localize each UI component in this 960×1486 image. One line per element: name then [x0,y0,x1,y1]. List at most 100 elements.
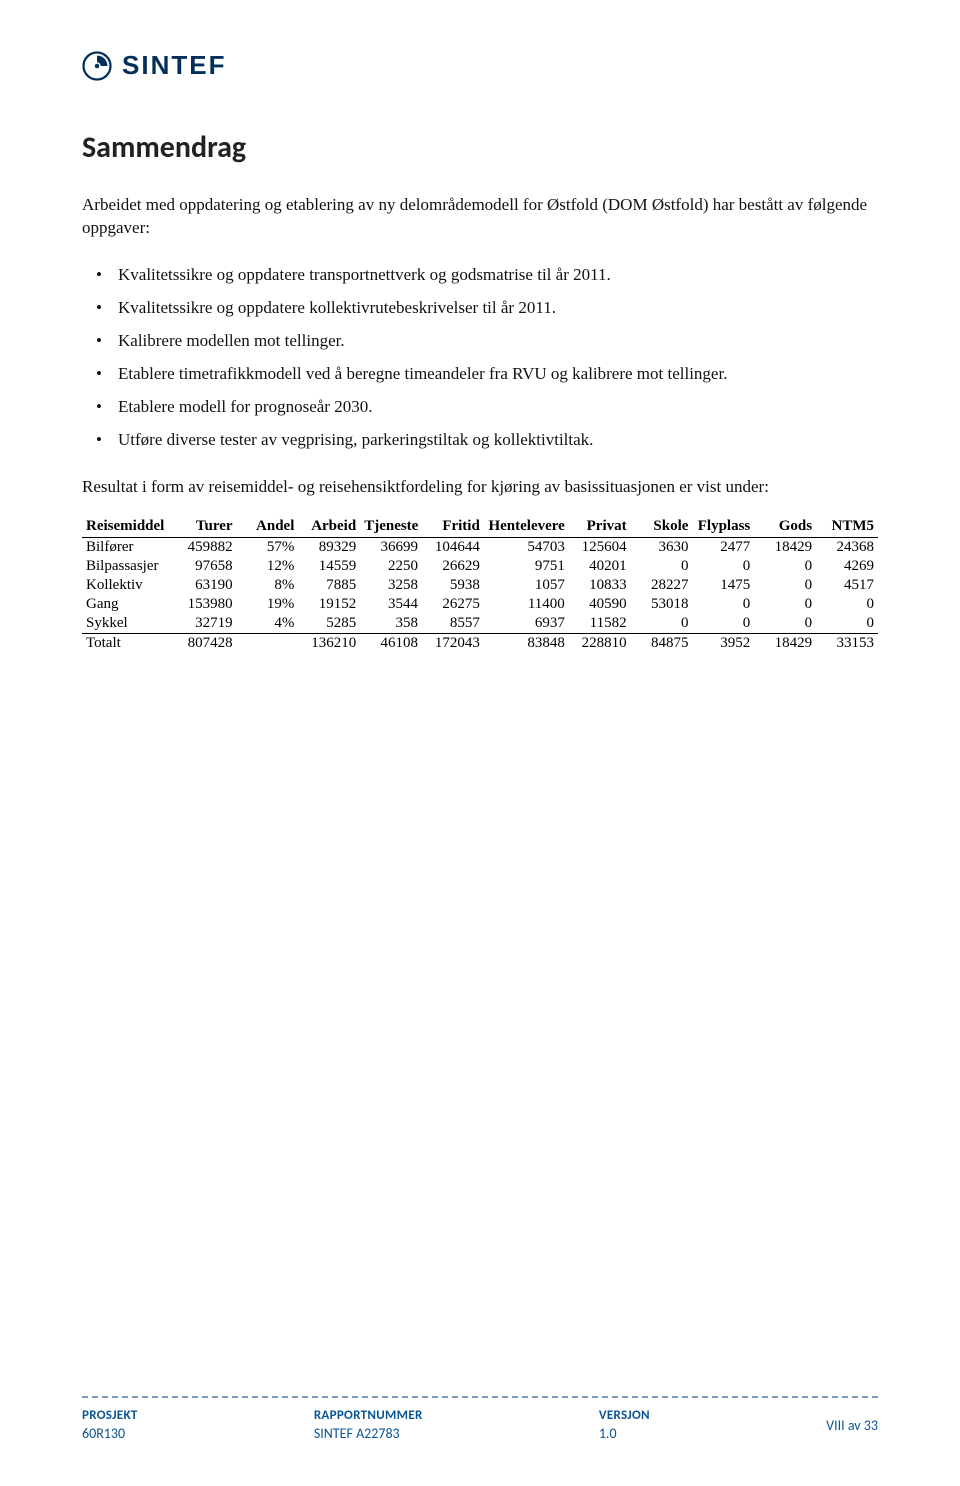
table-cell: 53018 [631,595,693,614]
table-cell: 7885 [298,576,360,595]
table-row: Kollektiv631908%788532585938105710833282… [82,576,878,595]
footer-value: SINTEF A22783 [314,1425,423,1442]
bullet-item: Etablere timetrafikkmodell ved å beregne… [118,363,878,386]
table-cell: 18429 [754,538,816,558]
table-cell: 0 [754,595,816,614]
table-cell: 459882 [175,538,237,558]
bullet-list: Kvalitetssikre og oppdatere transportnet… [82,264,878,452]
table-cell: 3258 [360,576,422,595]
table-cell: 14559 [298,557,360,576]
table-cell [237,634,299,654]
table-header-row: Reisemiddel Turer Andel Arbeid Tjeneste … [82,516,878,538]
footer-value: 1.0 [599,1425,650,1442]
table-cell: 24368 [816,538,878,558]
footer-col-rapportnummer: RAPPORTNUMMER SINTEF A22783 [314,1408,423,1442]
table-cell: 153980 [175,595,237,614]
table-header: Fritid [422,516,484,538]
table-row: Bilpassasjer9765812%14559225026629975140… [82,557,878,576]
table-header: Flyplass [692,516,754,538]
table-cell: 97658 [175,557,237,576]
table-cell: 33153 [816,634,878,654]
footer-col-prosjekt: PROSJEKT 60R130 [82,1408,138,1442]
table-cell: 83848 [484,634,569,654]
table-header: Tjeneste [360,516,422,538]
table-cell: 5285 [298,614,360,634]
table-cell: 0 [754,557,816,576]
footer-separator [82,1396,878,1398]
intro-paragraph: Arbeidet med oppdatering og etablering a… [82,194,878,240]
table-row: Sykkel327194%528535885576937115820000 [82,614,878,634]
table-cell: 807428 [175,634,237,654]
table-cell: 63190 [175,576,237,595]
table-cell: 172043 [422,634,484,654]
section-title: Sammendrag [82,129,878,166]
footer-label: VERSJON [599,1408,650,1423]
table-cell: 136210 [298,634,360,654]
table-cell: 2477 [692,538,754,558]
footer-value: 60R130 [82,1425,138,1442]
table-cell: 4% [237,614,299,634]
table-cell: Kollektiv [82,576,175,595]
table-cell: 0 [631,614,693,634]
table-cell: Sykkel [82,614,175,634]
result-table: Reisemiddel Turer Andel Arbeid Tjeneste … [82,516,878,653]
table-cell: 10833 [569,576,631,595]
table-cell: 228810 [569,634,631,654]
table-cell: 3544 [360,595,422,614]
table-header: Gods [754,516,816,538]
footer-page-number: VIII av 33 [826,1417,878,1434]
logo-text: SINTEF [122,50,226,81]
table-cell: 89329 [298,538,360,558]
table-cell: 0 [754,614,816,634]
table-cell: 104644 [422,538,484,558]
table-cell: 0 [816,595,878,614]
table-cell: 57% [237,538,299,558]
table-row: Gang15398019%191523544262751140040590530… [82,595,878,614]
footer-label: PROSJEKT [82,1408,138,1423]
footer-label: RAPPORTNUMMER [314,1408,423,1423]
table-cell: Gang [82,595,175,614]
table-cell: 8% [237,576,299,595]
table-cell: 0 [692,614,754,634]
table-cell: 2250 [360,557,422,576]
table-cell: 0 [692,557,754,576]
bullet-item: Kalibrere modellen mot tellinger. [118,330,878,353]
table-cell: 32719 [175,614,237,634]
table-cell: 0 [692,595,754,614]
table-cell: 358 [360,614,422,634]
table-cell: 6937 [484,614,569,634]
table-header: Turer [175,516,237,538]
table-header: Arbeid [298,516,360,538]
table-cell: 40201 [569,557,631,576]
table-cell: 3952 [692,634,754,654]
table-cell: 54703 [484,538,569,558]
table-header: Privat [569,516,631,538]
table-cell: 4517 [816,576,878,595]
table-cell: Bilpassasjer [82,557,175,576]
table-cell: 4269 [816,557,878,576]
table-cell: 19% [237,595,299,614]
table-header: Skole [631,516,693,538]
table-header: NTM5 [816,516,878,538]
logo: SINTEF [82,50,878,81]
table-cell: 8557 [422,614,484,634]
table-cell: 0 [816,614,878,634]
footer-col-versjon: VERSJON 1.0 [599,1408,650,1442]
table-row: Bilfører45988257%89329366991046445470312… [82,538,878,558]
table-cell: 40590 [569,595,631,614]
table-cell: 0 [754,576,816,595]
table-cell: 12% [237,557,299,576]
table-cell: 19152 [298,595,360,614]
result-intro: Resultat i form av reisemiddel- og reise… [82,476,878,499]
table-cell: 36699 [360,538,422,558]
table-header: Reisemiddel [82,516,175,538]
bullet-item: Utføre diverse tester av vegprising, par… [118,429,878,452]
table-cell: 125604 [569,538,631,558]
table-cell: 11582 [569,614,631,634]
table-total-row: Totalt8074281362104610817204383848228810… [82,634,878,654]
table-cell: 46108 [360,634,422,654]
bullet-item: Kvalitetssikre og oppdatere transportnet… [118,264,878,287]
table-cell: 84875 [631,634,693,654]
table-cell: 11400 [484,595,569,614]
table-cell: 26275 [422,595,484,614]
